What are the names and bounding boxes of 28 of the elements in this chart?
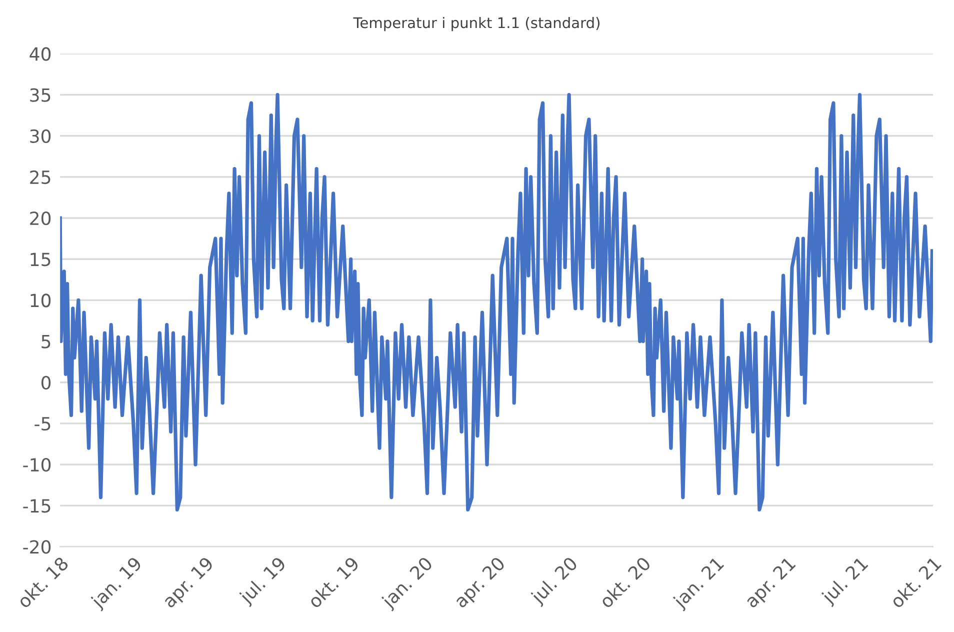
y-tick-label: 30 <box>30 129 51 143</box>
x-tick-label: apr. 20 <box>453 556 508 611</box>
x-tick-label: okt. 18 <box>16 556 70 609</box>
x-tick-label: jul. 21 <box>820 556 871 608</box>
x-tick-label: apr. 21 <box>744 556 798 611</box>
y-tick-label: 0 <box>41 376 51 390</box>
y-tick-label: 35 <box>30 88 50 102</box>
y-tick-label: -15 <box>23 499 50 513</box>
y-tick-label: 10 <box>30 294 51 308</box>
x-tick-label: jan. 21 <box>672 556 727 612</box>
y-tick-label: 5 <box>42 334 50 348</box>
line-series <box>60 92 934 512</box>
x-tick-label: okt. 19 <box>306 556 360 609</box>
y-tick-label: 40 <box>30 47 51 61</box>
y-tick-label: -10 <box>23 458 51 472</box>
y-tick-label: 15 <box>30 252 50 266</box>
chart-title: Temperatur i punkt 1.1 (standard) <box>353 16 600 32</box>
y-tick-label: -5 <box>34 417 50 431</box>
x-tick-label: okt. 20 <box>598 556 652 609</box>
x-tick-label: apr. 19 <box>162 556 217 611</box>
y-tick-label: 20 <box>30 212 51 226</box>
x-tick-label: jul. 19 <box>238 556 289 608</box>
y-tick-label: -20 <box>23 540 51 554</box>
x-tick-label: okt. 21 <box>889 556 942 609</box>
x-tick-label: jul. 20 <box>529 556 581 608</box>
x-tick-label: jan. 20 <box>380 556 436 612</box>
y-tick-label: 25 <box>30 170 50 184</box>
x-tick-label: jan. 19 <box>89 556 145 612</box>
